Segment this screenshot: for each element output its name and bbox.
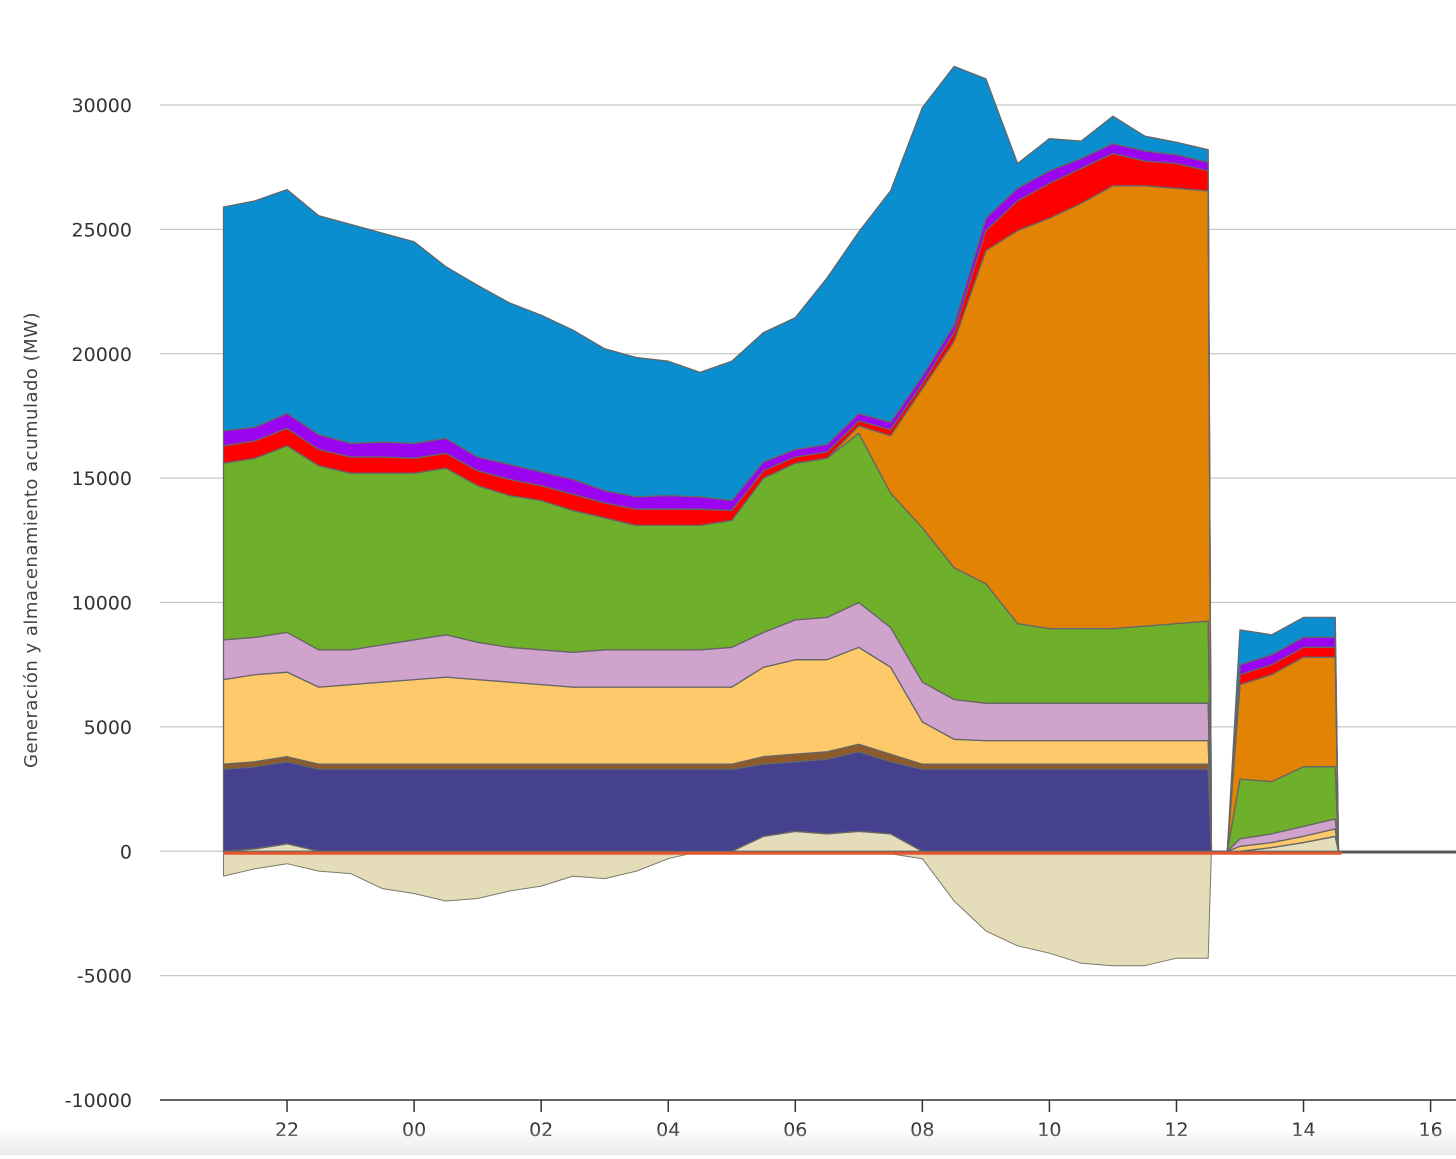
y-tick-label: 20000 <box>72 344 132 366</box>
y-tick-label: -5000 <box>77 966 132 988</box>
y-tick-label: 10000 <box>72 593 132 615</box>
y-tick-label: 15000 <box>72 468 132 490</box>
y-tick-label: 0 <box>120 841 132 863</box>
plot-area <box>224 66 1456 965</box>
y-tick-label: 5000 <box>84 717 132 739</box>
y-tick-label: 25000 <box>72 219 132 241</box>
area-negative-0 <box>224 851 1456 965</box>
y-tick-label: 30000 <box>72 95 132 117</box>
y-axis-title: Generación y almacenamiento acumulado (M… <box>21 312 42 768</box>
bottom-fade <box>0 1127 1456 1155</box>
y-tick-label: -10000 <box>65 1090 132 1112</box>
y-axis-title-group: Generación y almacenamiento acumulado (M… <box>21 312 42 768</box>
